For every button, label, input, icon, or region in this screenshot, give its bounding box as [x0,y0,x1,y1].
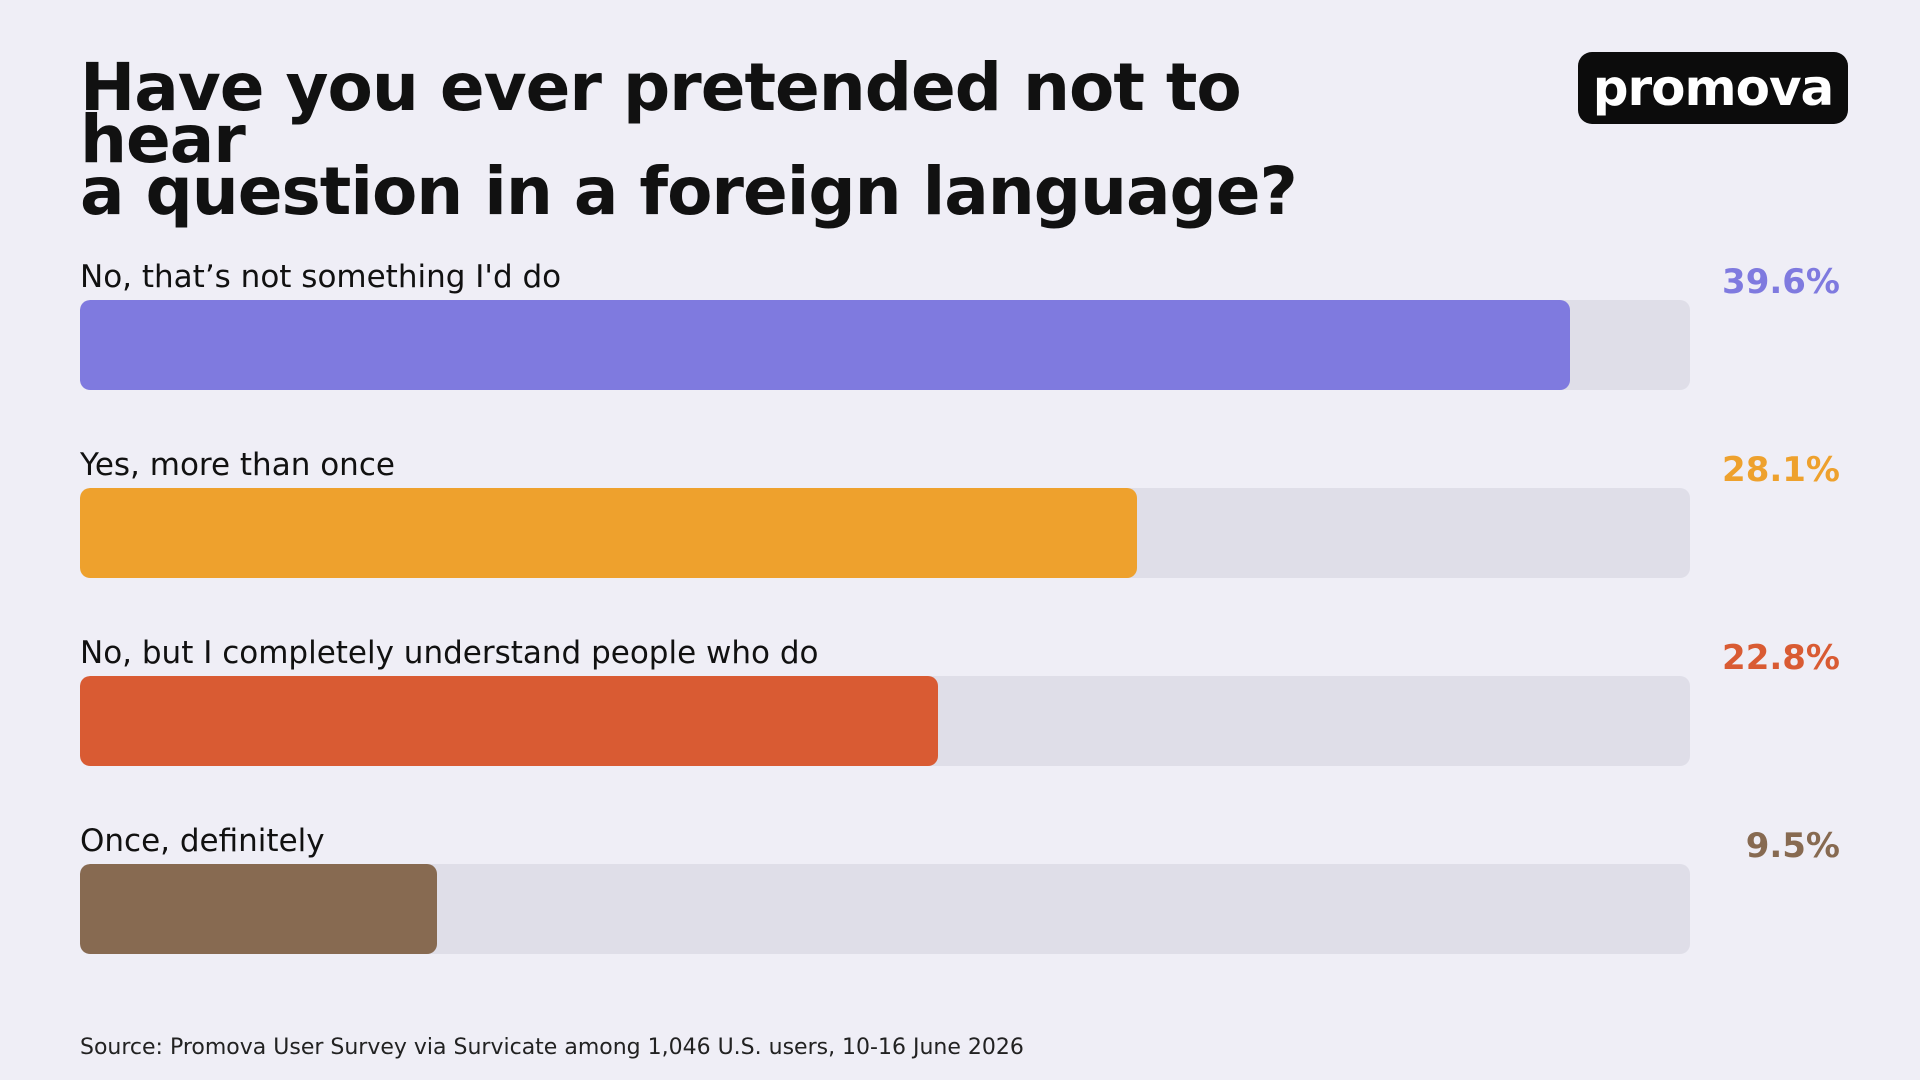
bar-row: No, that’s not something I'd do 39.6% [0,258,1920,398]
bar-row: No, but I completely understand people w… [0,634,1920,774]
bar-track [80,300,1690,390]
bar-row: Once, definitely 9.5% [0,822,1920,962]
bar-category-label: No, but I completely understand people w… [80,635,819,671]
bar-value-label: 9.5% [1745,826,1840,866]
chart-title: Have you ever pretended not to hear a qu… [80,49,1380,230]
bar-category-label: No, that’s not something I'd do [80,259,562,295]
bar-category-label: Yes, more than once [80,447,395,483]
bar [80,864,437,954]
bar-track [80,676,1690,766]
bar-track [80,864,1690,954]
bar [80,488,1137,578]
promova-logo: promova [1578,52,1848,124]
chart-title-line-1: Have you ever pretended not to hear [80,49,1242,178]
bar [80,300,1570,390]
bar-track [80,488,1690,578]
bar [80,676,938,766]
bar-row: Yes, more than once 28.1% [0,446,1920,586]
bar-value-label: 39.6% [1722,262,1840,302]
bar-value-label: 28.1% [1722,450,1840,490]
chart-title-line-2: a question in a foreign language? [80,153,1298,230]
bar-category-label: Once, definitely [80,823,325,859]
bar-value-label: 22.8% [1722,638,1840,678]
source-note: Source: Promova User Survey via Survicat… [80,1035,1024,1060]
